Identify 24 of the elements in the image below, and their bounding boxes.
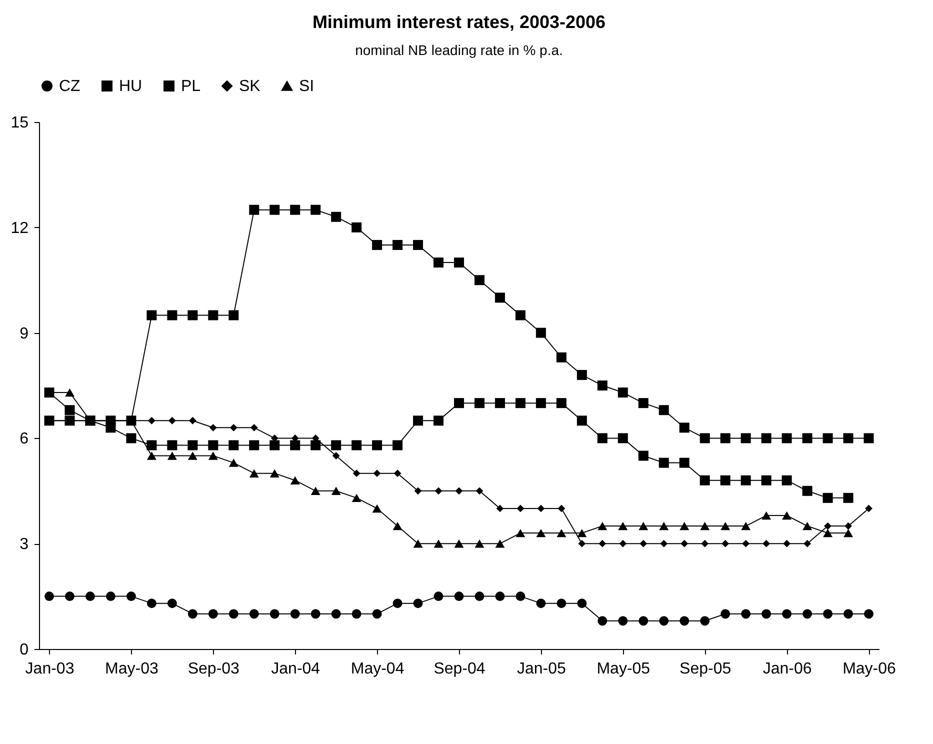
y-tick-label: 6 bbox=[20, 430, 29, 448]
chart-title: Minimum interest rates, 2003-2006 bbox=[312, 12, 606, 32]
legend-label: SK bbox=[239, 78, 261, 95]
x-tick-label: Sep-05 bbox=[680, 660, 732, 678]
x-tick-label: May-06 bbox=[842, 660, 896, 678]
x-tick-label: May-04 bbox=[350, 660, 404, 678]
x-tick-label: May-05 bbox=[596, 660, 650, 678]
x-tick-label: Sep-03 bbox=[188, 660, 240, 678]
chart-subtitle: nominal NB leading rate in % p.a. bbox=[355, 42, 563, 58]
x-tick-label: Jan-05 bbox=[516, 660, 566, 678]
x-tick-label: Jan-04 bbox=[271, 660, 320, 678]
x-tick-label: Sep-04 bbox=[434, 660, 486, 678]
y-tick-label: 3 bbox=[20, 536, 29, 554]
x-tick-label: May-03 bbox=[105, 660, 158, 678]
y-tick-label: 0 bbox=[20, 642, 29, 658]
legend-label: PL bbox=[181, 78, 201, 95]
x-tick-label: Jan-06 bbox=[762, 660, 812, 678]
legend-label: CZ bbox=[59, 78, 81, 95]
y-tick-label: 12 bbox=[10, 220, 29, 237]
legend-label: HU bbox=[119, 78, 142, 95]
legend-label: SI bbox=[299, 78, 314, 95]
x-tick-label: Jan-03 bbox=[25, 660, 74, 678]
y-tick-label: 9 bbox=[20, 325, 29, 342]
y-tick-label: 15 bbox=[10, 114, 29, 132]
